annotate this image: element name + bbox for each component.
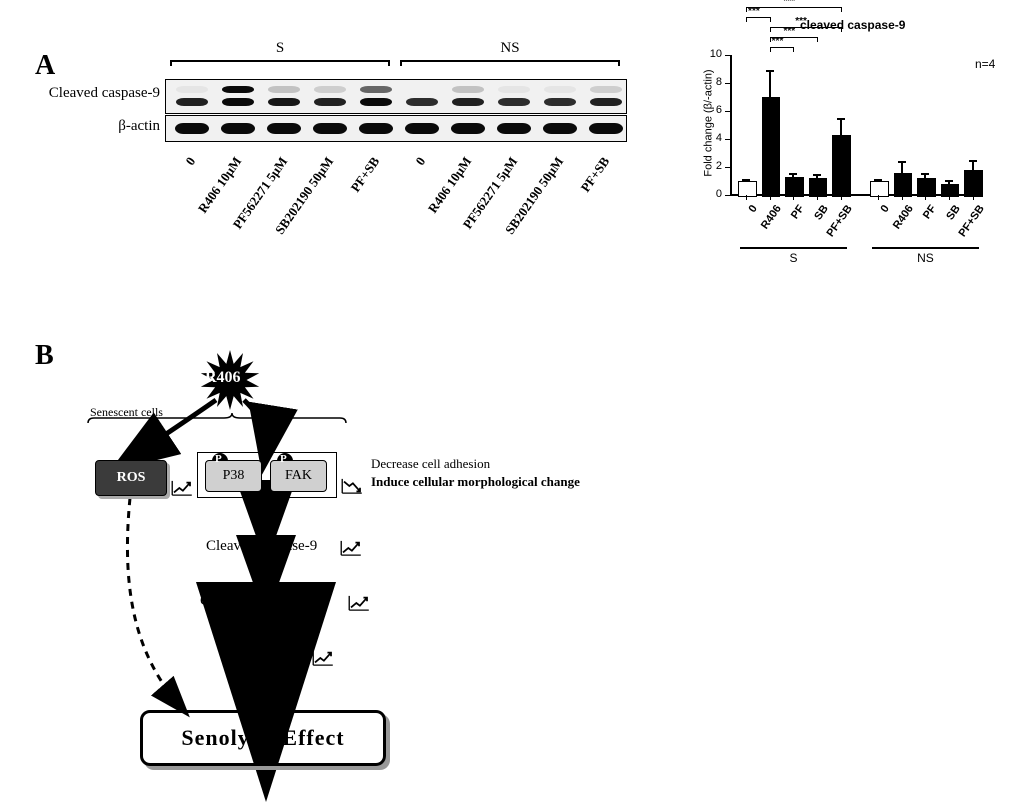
trend-up-icon — [171, 480, 193, 496]
induce-morph-text: Induce cellular morphological change — [371, 474, 580, 490]
r406-label: R406 — [205, 369, 241, 387]
ros-node: ROS — [95, 460, 167, 496]
p38-node: P38 — [205, 460, 262, 492]
senescent-cells-label: Senescent cells — [90, 405, 163, 420]
phospho-icon: P — [215, 453, 222, 465]
fak-node: FAK — [270, 460, 327, 492]
apoptosis-text: Apoptosis — [230, 648, 298, 666]
cleaved-caspase9-text: Cleaved caspase-9 — [206, 538, 317, 555]
figure-page: A S NS Cleaved caspase-9 β-actin 0R406 1… — [0, 0, 1020, 803]
trend-up-icon — [312, 650, 334, 666]
decrease-adhesion-text: Decrease cell adhesion — [371, 456, 490, 472]
diagram-svg — [0, 0, 1020, 803]
phospho-icon: P — [280, 453, 287, 465]
cleaved-caspase37-text: Cleaved caspase-3,-7 — [200, 593, 327, 610]
trend-up-icon — [340, 540, 362, 556]
trend-down-icon — [341, 478, 363, 494]
senolytic-effect-box: Senolytic Effect — [140, 710, 386, 766]
trend-up-icon — [348, 595, 370, 611]
